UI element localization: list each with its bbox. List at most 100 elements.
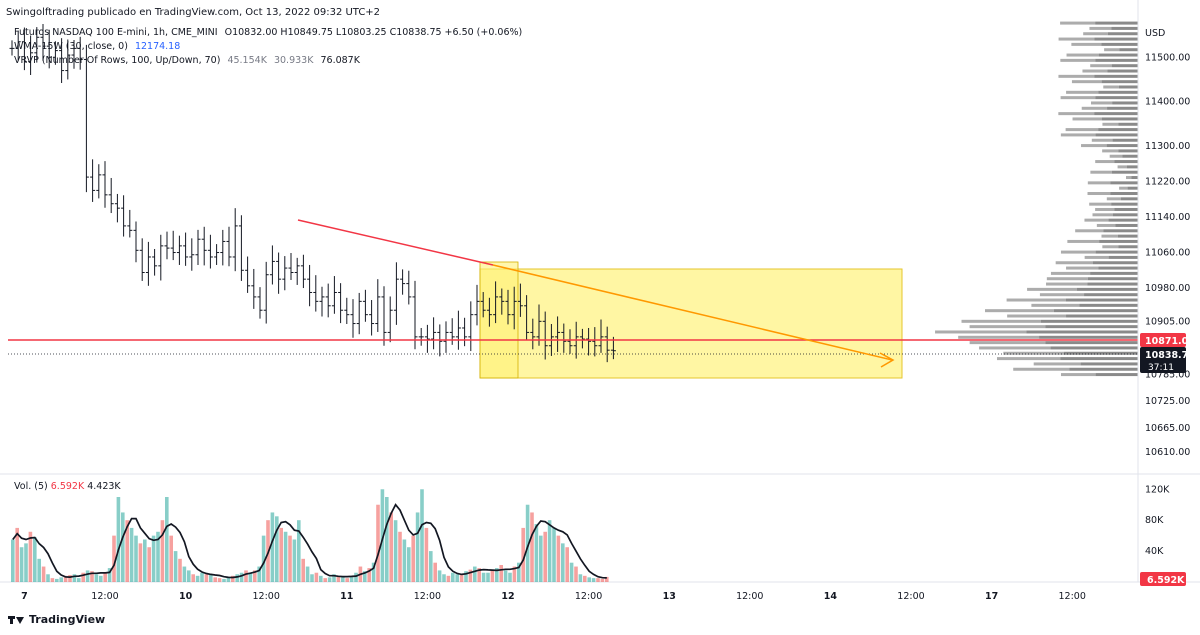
volume-bar (292, 539, 297, 582)
zone-highlight[interactable] (479, 268, 903, 379)
profile-row-down (1058, 74, 1095, 78)
volume-bar (495, 568, 499, 582)
profile-row-up (1098, 266, 1138, 270)
profile-row-up (1095, 373, 1138, 377)
profile-row-down (1066, 90, 1099, 94)
volume-bar (354, 572, 358, 582)
zone-highlight-inner[interactable] (479, 261, 519, 379)
volume-bar (173, 551, 178, 582)
profile-row-up (1108, 255, 1138, 259)
profile-row-down (1095, 207, 1115, 211)
symbol-legend[interactable]: Futuros NASDAQ 100 E-mini, 1h, CME_MINI … (14, 27, 522, 38)
volume-bars (11, 489, 609, 582)
trendline[interactable] (297, 219, 494, 266)
volume-profile (935, 21, 1138, 377)
volume-bar (200, 572, 204, 582)
volume-bar (116, 497, 121, 582)
price-tick-label: 11060.00 (1145, 248, 1190, 259)
time-tick-label: 11 (340, 591, 353, 602)
volume-bar (583, 575, 587, 582)
profile-row-down (1106, 197, 1121, 201)
volume-bar (195, 575, 200, 582)
profile-row-down (1050, 271, 1091, 275)
volume-bar (574, 566, 578, 582)
profile-row-down (1090, 64, 1112, 68)
volume-bar (327, 577, 332, 582)
volume-bar (187, 570, 191, 582)
vrvp-legend[interactable]: VRVP (Number Of Rows, 100, Up/Down, 70) … (14, 55, 360, 66)
profile-row-up (1101, 117, 1138, 121)
volume-bar (11, 539, 15, 582)
volume-bar (543, 531, 547, 582)
profile-row-down (1060, 133, 1096, 137)
volume-bar (151, 535, 156, 582)
volume-bar (552, 527, 556, 582)
wma-value: 12174.18 (134, 41, 181, 52)
profile-row-up (1108, 218, 1138, 222)
volume-axis[interactable]: 40K 80K 120K (1145, 484, 1170, 557)
volume-bar (85, 570, 90, 582)
price-axis[interactable]: 10610.00 10665.00 10725.00 10785.00 10905.00… (1145, 52, 1190, 458)
profile-row-up (1050, 346, 1138, 350)
volume-moving-average (12, 503, 607, 579)
time-tick-label: 12:00 (1059, 591, 1086, 602)
profile-row-down (1006, 298, 1066, 302)
currency-label: USD (1145, 28, 1165, 39)
price-bars (9, 23, 616, 363)
volume-bar (503, 570, 508, 582)
tradingview-footer[interactable]: TradingView (8, 613, 105, 626)
volume-bar (244, 570, 248, 582)
profile-row-up (1095, 58, 1138, 62)
volume-bar (261, 535, 266, 582)
profile-row-up (1053, 309, 1138, 313)
volume-bar (490, 570, 495, 582)
time-tick-label: 14 (824, 591, 838, 602)
profile-row-down (1072, 117, 1102, 121)
volume-bar (90, 571, 94, 582)
trendline-arrow[interactable] (492, 264, 893, 361)
profile-row-down (961, 319, 1041, 323)
volume-bar (525, 504, 530, 582)
volume-legend[interactable]: Vol. (5) 6.592K 4.423K (14, 481, 121, 492)
volume-bar (521, 527, 525, 582)
profile-row-up (1119, 48, 1138, 52)
profile-row-up (1101, 42, 1138, 46)
profile-row-up (1063, 351, 1138, 355)
profile-row-down (1084, 255, 1109, 259)
profile-row-up (1111, 26, 1138, 30)
volume-bar (169, 535, 173, 582)
volume-bar (349, 576, 354, 582)
volume-bar (547, 520, 552, 582)
volume-bar (46, 574, 50, 582)
profile-row-down (1060, 58, 1096, 62)
volume-bar (336, 575, 341, 582)
profile-row-down (1058, 37, 1095, 41)
profile-row-up (1040, 319, 1138, 323)
volume-value-label: 6.592K (1147, 575, 1185, 586)
time-axis[interactable]: 7 12:00 10 12:00 11 12:00 12 12:00 13 12:00 14 12:0… (21, 591, 1086, 602)
volume-bar (283, 531, 288, 582)
volume-bar (63, 575, 68, 582)
ohlc-values: O10832.00 H10849.75 L10803.25 C10838.75 … (224, 27, 523, 38)
profile-row-up (1106, 144, 1138, 148)
time-tick-label: 7 (21, 591, 28, 602)
volume-bar (103, 572, 107, 582)
profile-row-down (1087, 181, 1111, 185)
profile-row-up (1131, 176, 1138, 180)
profile-row-up (1069, 367, 1138, 371)
profile-row-up (1098, 90, 1138, 94)
price-tick-label: 11400.00 (1145, 97, 1190, 108)
volume-bar (578, 574, 583, 582)
volume-bar (50, 578, 55, 582)
profile-row-up (1111, 64, 1138, 68)
volume-bar (415, 512, 420, 582)
volume-bar (411, 535, 415, 582)
profile-row-down (1102, 245, 1119, 249)
volume-bar (341, 577, 345, 582)
current-price-label-bg (1140, 347, 1186, 373)
volume-bar (455, 574, 459, 582)
wma-legend[interactable]: WMA-15W (30, close, 0) 12174.18 (14, 41, 180, 52)
volume-bar (332, 574, 336, 582)
profile-row-down (1089, 202, 1112, 206)
